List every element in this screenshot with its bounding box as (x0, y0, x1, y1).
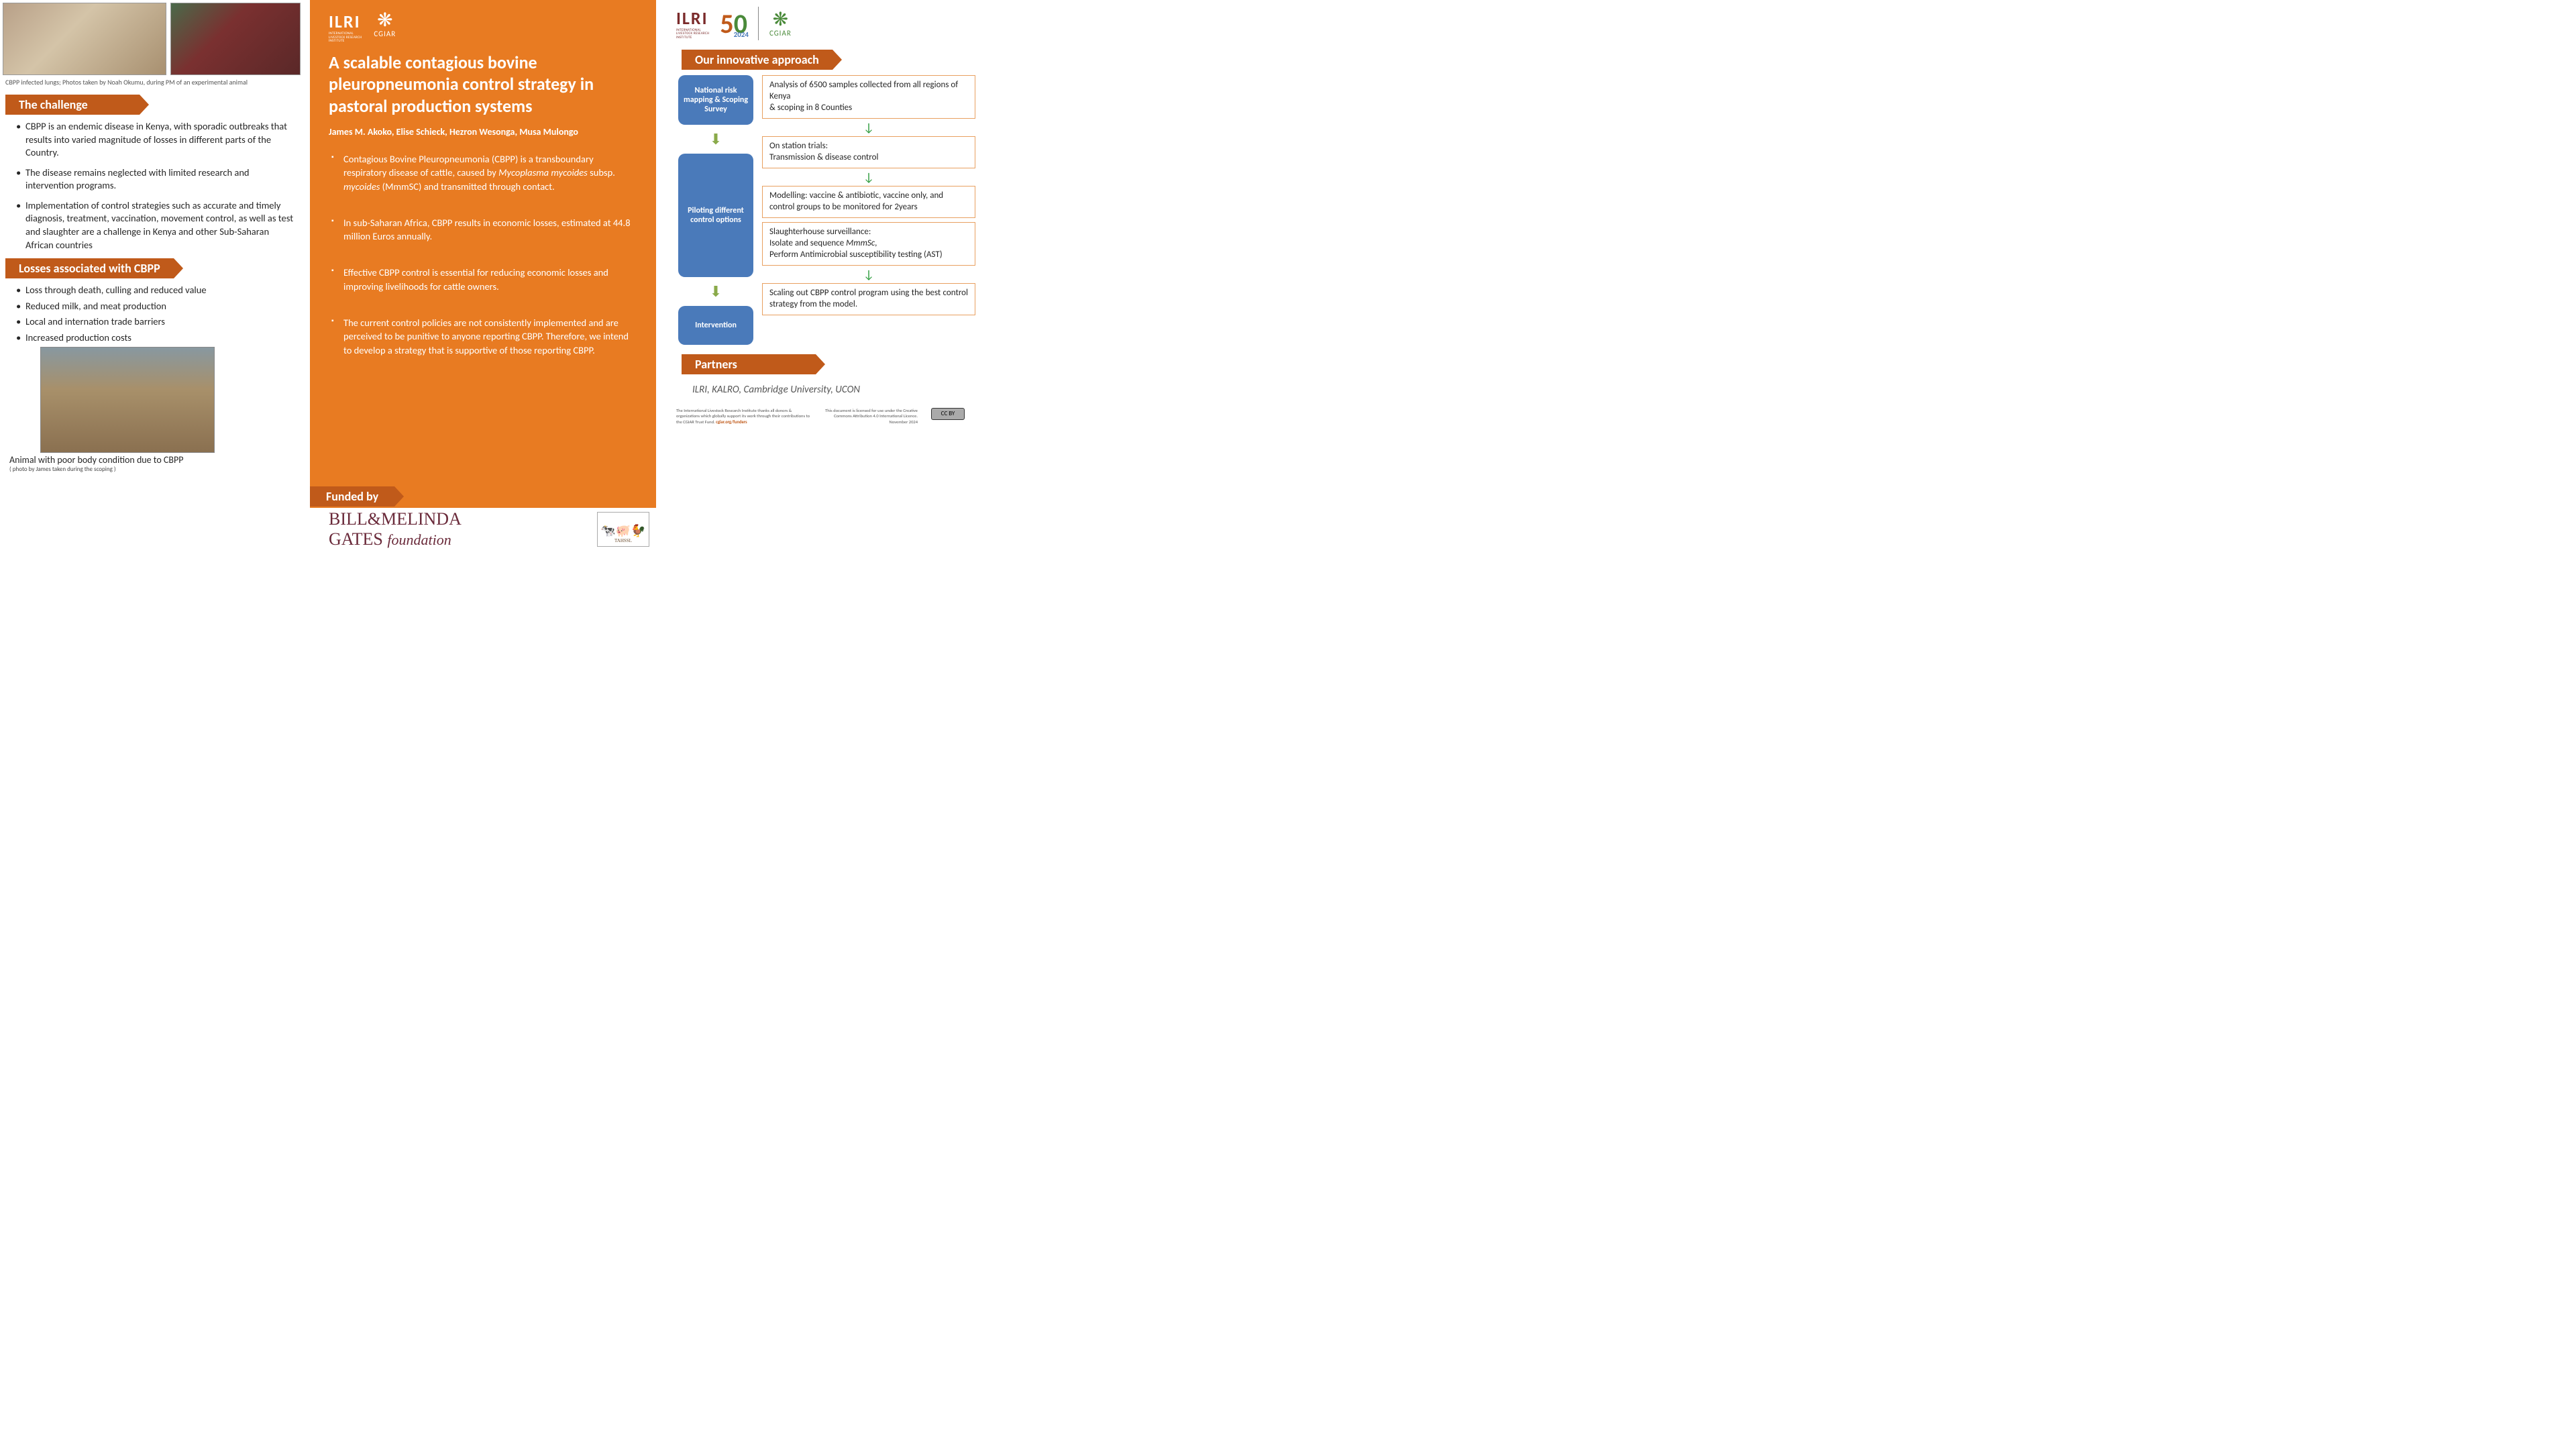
year-2024: 2024 (734, 30, 749, 39)
ilri-logo: ILRI INTERNATIONALLIVESTOCK RESEARCHINST… (329, 11, 362, 44)
losses-bullets: Loss through death, culling and reduced … (0, 284, 310, 344)
detail-column: Analysis of 6500 samples collected from … (762, 75, 975, 345)
detail-box: Scaling out CBPP control program using t… (762, 283, 975, 315)
cgiar-text: CGIAR (374, 30, 396, 38)
losses-bullet: Reduced milk, and meat production (16, 300, 298, 313)
mid-bullet: Contagious Bovine Pleuropneumonia (CBPP)… (331, 152, 637, 193)
funded-header: Funded by (310, 486, 394, 507)
detail-box: On station trials:Transmission & disease… (762, 136, 975, 168)
footer-funders-link: cgiar.org/funders (716, 419, 747, 425)
left-column: CBPP infected lungs; Photos taken by Noa… (0, 0, 310, 548)
fifty-logo: 50 2024 (720, 7, 747, 40)
gates-text-2: GATES foundation (329, 529, 451, 549)
lung-photo-1 (3, 3, 166, 75)
challenge-bullets: CBPP is an endemic disease in Kenya, wit… (0, 120, 310, 252)
flow-node-intervention: Intervention (678, 306, 753, 345)
cow-caption-sub: ( photo by James taken during the scopin… (9, 466, 310, 473)
mid-logos: ILRI INTERNATIONALLIVESTOCK RESEARCHINST… (329, 11, 637, 44)
flow-node-piloting: Piloting different control options (678, 154, 753, 277)
green-arrow-icon: ↓ (762, 270, 975, 279)
poster-title: A scalable contagious bovine pleuropneum… (329, 52, 637, 117)
right-column: ILRI INTERNATIONALLIVESTOCK RESEARCHINST… (656, 0, 986, 548)
partners-text: ILRI, KALRO, Cambridge University, UCON (676, 380, 975, 396)
challenge-bullet: Implementation of control strategies suc… (16, 199, 298, 252)
mid-bullets: Contagious Bovine Pleuropneumonia (CBPP)… (329, 152, 637, 357)
approach-header: Our innovative approach (682, 50, 833, 70)
detail-box: Analysis of 6500 samples collected from … (762, 75, 975, 119)
mid-bullet: Effective CBPP control is essential for … (331, 266, 637, 293)
losses-bullet: Loss through death, culling and reduced … (16, 284, 298, 297)
cgiar-logo: ❋ CGIAR (374, 11, 396, 38)
mid-bullet: The current control policies are not con… (331, 316, 637, 357)
approach-diagram: National risk mapping & Scoping Survey ⬇… (676, 75, 975, 345)
lung-photo-caption: CBPP infected lungs; Photos taken by Noa… (0, 76, 310, 91)
detail-box: Slaughterhouse surveillance:Isolate and … (762, 222, 975, 266)
losses-bullet: Increased production costs (16, 331, 298, 345)
cow-caption-main: Animal with poor body condition due to C… (9, 454, 183, 466)
flow-column: National risk mapping & Scoping Survey ⬇… (676, 75, 755, 345)
cgiar-logo-right: ❋ CGIAR (769, 10, 792, 38)
footer-thanks: The International Livestock Research Ins… (676, 408, 810, 425)
cgiar-icon: ❋ (773, 10, 788, 29)
lung-photo-2 (170, 3, 301, 75)
challenge-bullet: The disease remains neglected with limit… (16, 166, 298, 193)
gates-foundation-logo: BILL&MELINDA GATES foundation TAHSSL (310, 508, 656, 548)
losses-header: Losses associated with CBPP (5, 258, 174, 278)
cgiar-icon: ❋ (377, 11, 392, 30)
vertical-separator (758, 7, 759, 40)
cc-badge-icon: CC BY (931, 408, 965, 420)
partners-header: Partners (682, 354, 816, 374)
footer: The International Livestock Research Ins… (676, 408, 975, 425)
authors: James M. Akoko, Elise Schieck, Hezron We… (329, 126, 637, 138)
mid-bullet: In sub-Saharan Africa, CBPP results in e… (331, 216, 637, 244)
right-logos: ILRI INTERNATIONALLIVESTOCK RESEARCHINST… (676, 7, 975, 40)
flow-arrow-icon: ⬇ (710, 130, 722, 148)
cow-caption: Animal with poor body condition due to C… (0, 453, 310, 473)
green-arrow-icon: ↓ (762, 172, 975, 182)
challenge-bullet: CBPP is an endemic disease in Kenya, wit… (16, 120, 298, 160)
challenge-header: The challenge (5, 95, 140, 115)
middle-column: ILRI INTERNATIONALLIVESTOCK RESEARCHINST… (310, 0, 656, 548)
cow-photo (40, 347, 215, 453)
ilri-text: ILRI (676, 7, 708, 29)
footer-license: This document is licensed for use under … (824, 408, 918, 425)
losses-bullet: Local and internation trade barriers (16, 315, 298, 329)
green-arrow-icon: ↓ (762, 123, 975, 132)
ilri-text: ILRI (329, 11, 361, 32)
gates-text-1: BILL&MELINDA (329, 509, 462, 529)
detail-box: Modelling: vaccine & antibiotic, vaccine… (762, 186, 975, 218)
ilri-logo-right: ILRI INTERNATIONALLIVESTOCK RESEARCHINST… (676, 7, 709, 40)
ilri-sub: INTERNATIONALLIVESTOCK RESEARCHINSTITUTE (676, 29, 709, 40)
ilri-sub: INTERNATIONALLIVESTOCK RESEARCHINSTITUTE (329, 32, 362, 44)
flow-node-mapping: National risk mapping & Scoping Survey (678, 75, 753, 125)
cgiar-text: CGIAR (769, 29, 792, 38)
flow-arrow-icon: ⬇ (710, 282, 722, 301)
tahssl-logo: TAHSSL (597, 512, 649, 547)
lung-photos (0, 0, 310, 76)
